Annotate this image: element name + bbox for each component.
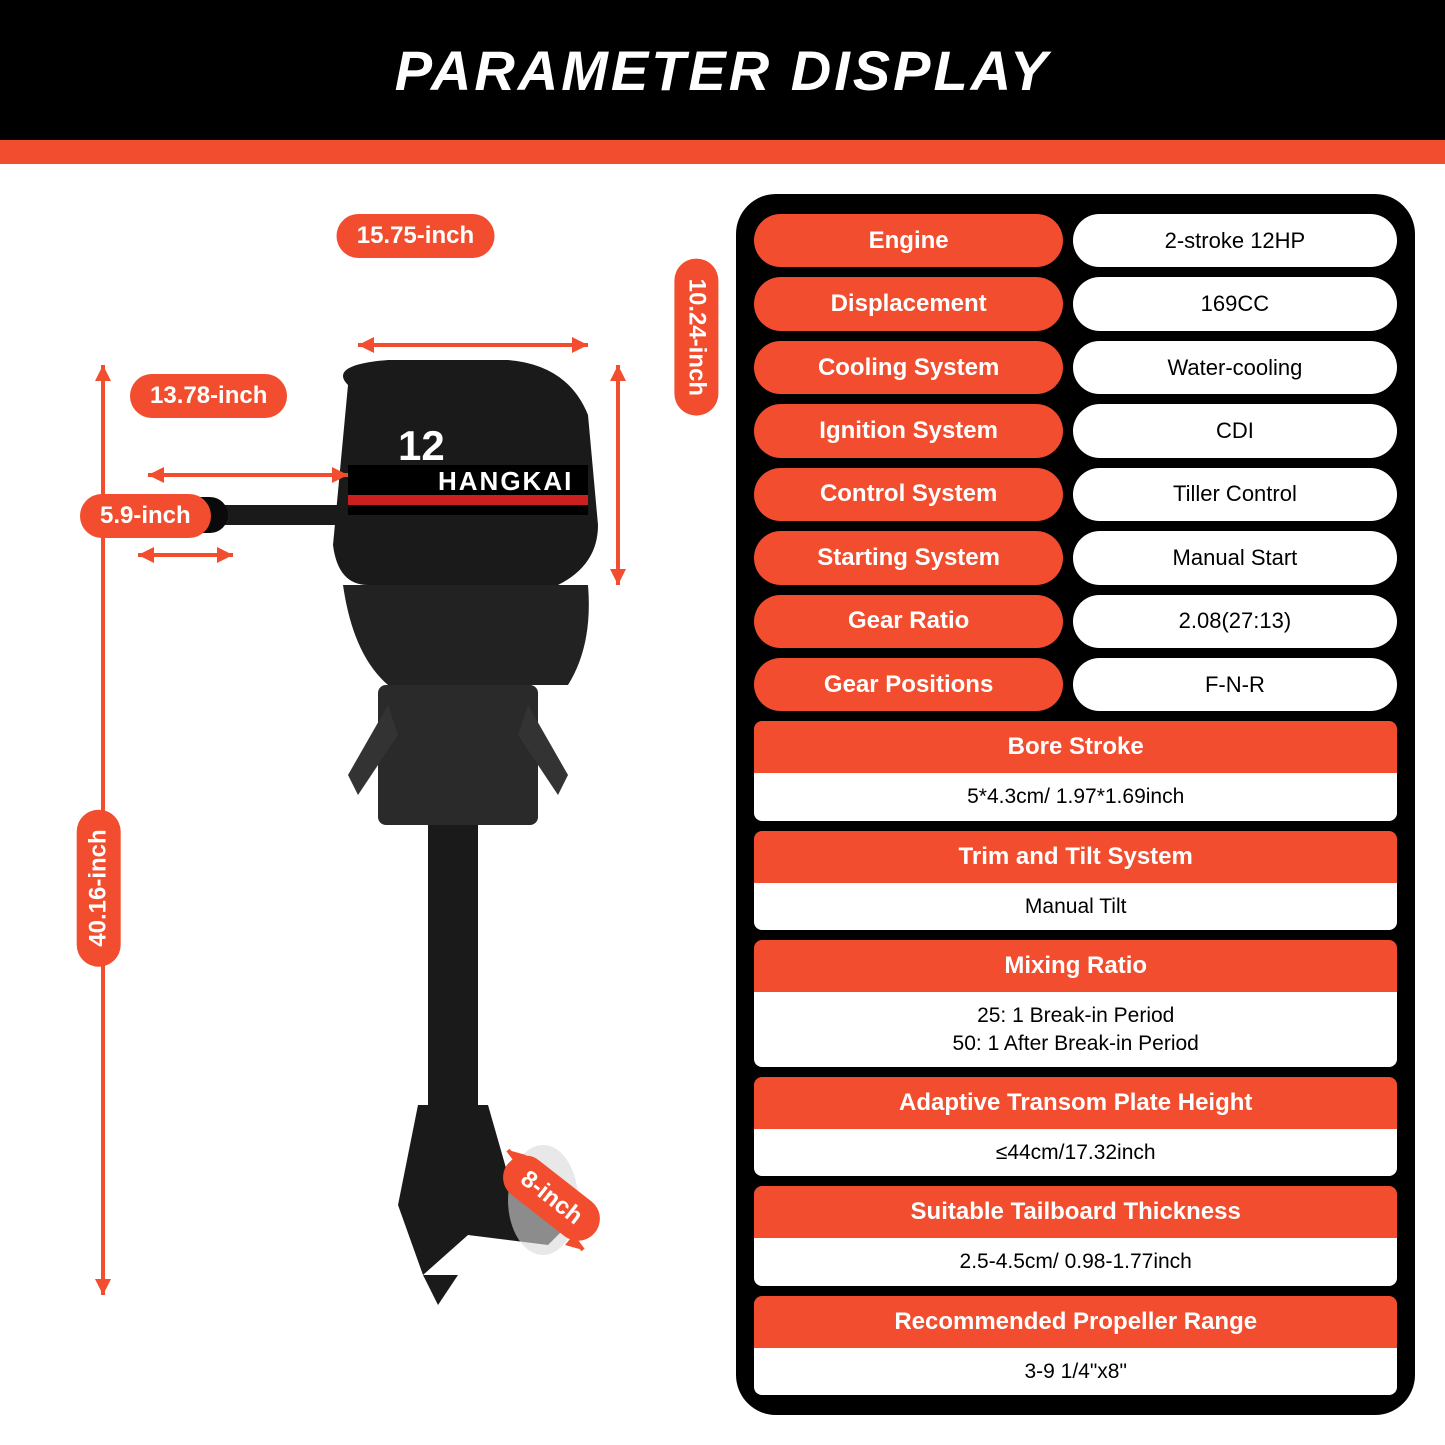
dim-handle-length: 13.78-inch	[130, 374, 287, 418]
spec-block-mixing-ratio: Mixing Ratio 25: 1 Break-in Period 50: 1…	[754, 940, 1397, 1067]
model-number-text: 12	[398, 422, 445, 469]
spec-label: Displacement	[754, 277, 1062, 330]
spec-row-displacement: Displacement 169CC	[754, 277, 1397, 330]
spec-value: F-N-R	[1073, 658, 1397, 711]
spec-block-value: 2.5-4.5cm/ 0.98-1.77inch	[754, 1238, 1397, 1285]
spec-row-ignition: Ignition System CDI	[754, 404, 1397, 457]
spec-label: Gear Ratio	[754, 595, 1062, 648]
spec-value: 2-stroke 12HP	[1073, 214, 1397, 267]
spec-block-value: 25: 1 Break-in Period 50: 1 After Break-…	[754, 992, 1397, 1067]
spec-block-title: Trim and Tilt System	[754, 831, 1397, 883]
spec-row-control: Control System Tiller Control	[754, 468, 1397, 521]
spec-block-title: Mixing Ratio	[754, 940, 1397, 992]
spec-value: Manual Start	[1073, 531, 1397, 584]
accent-divider	[0, 140, 1445, 164]
dim-grip-length: 5.9-inch	[80, 494, 211, 538]
dim-overall-height: 40.16-inch	[77, 809, 121, 966]
spec-label: Gear Positions	[754, 658, 1062, 711]
spec-value: 169CC	[1073, 277, 1397, 330]
spec-label: Ignition System	[754, 404, 1062, 457]
spec-row-gear-ratio: Gear Ratio 2.08(27:13)	[754, 595, 1397, 648]
spec-value: Water-cooling	[1073, 341, 1397, 394]
spec-block-transom-height: Adaptive Transom Plate Height ≤44cm/17.3…	[754, 1077, 1397, 1176]
spec-block-value: ≤44cm/17.32inch	[754, 1129, 1397, 1176]
header-bar: PARAMETER DISPLAY	[0, 0, 1445, 140]
dim-top-width: 15.75-inch	[337, 214, 494, 258]
motor-illustration: 12 HANGKAI	[88, 305, 648, 1305]
spec-value: CDI	[1073, 404, 1397, 457]
spec-label: Engine	[754, 214, 1062, 267]
spec-block-title: Recommended Propeller Range	[754, 1296, 1397, 1348]
spec-block-value: 5*4.3cm/ 1.97*1.69inch	[754, 773, 1397, 820]
spec-value: 2.08(27:13)	[1073, 595, 1397, 648]
spec-block-propeller-range: Recommended Propeller Range 3-9 1/4"x8"	[754, 1296, 1397, 1395]
specs-panel: Engine 2-stroke 12HP Displacement 169CC …	[736, 194, 1415, 1415]
spec-label: Control System	[754, 468, 1062, 521]
spec-row-starting: Starting System Manual Start	[754, 531, 1397, 584]
motor-diagram: 12 HANGKAI	[30, 194, 706, 1415]
spec-block-tailboard: Suitable Tailboard Thickness 2.5-4.5cm/ …	[754, 1186, 1397, 1285]
spec-block-value: 3-9 1/4"x8"	[754, 1348, 1397, 1395]
brand-text: HANGKAI	[438, 466, 573, 496]
spec-block-title: Suitable Tailboard Thickness	[754, 1186, 1397, 1238]
spec-block-title: Bore Stroke	[754, 721, 1397, 773]
spec-row-cooling: Cooling System Water-cooling	[754, 341, 1397, 394]
spec-row-engine: Engine 2-stroke 12HP	[754, 214, 1397, 267]
main-content: 12 HANGKAI	[0, 164, 1445, 1445]
spec-label: Starting System	[754, 531, 1062, 584]
spec-label: Cooling System	[754, 341, 1062, 394]
spec-block-title: Adaptive Transom Plate Height	[754, 1077, 1397, 1129]
dim-head-height: 10.24-inch	[674, 259, 718, 416]
product-diagram-panel: 12 HANGKAI	[30, 194, 706, 1415]
spec-block-bore-stroke: Bore Stroke 5*4.3cm/ 1.97*1.69inch	[754, 721, 1397, 820]
spec-block-value: Manual Tilt	[754, 883, 1397, 930]
spec-value: Tiller Control	[1073, 468, 1397, 521]
spec-block-trim-tilt: Trim and Tilt System Manual Tilt	[754, 831, 1397, 930]
page-title: PARAMETER DISPLAY	[395, 38, 1051, 103]
spec-row-gear-positions: Gear Positions F-N-R	[754, 658, 1397, 711]
